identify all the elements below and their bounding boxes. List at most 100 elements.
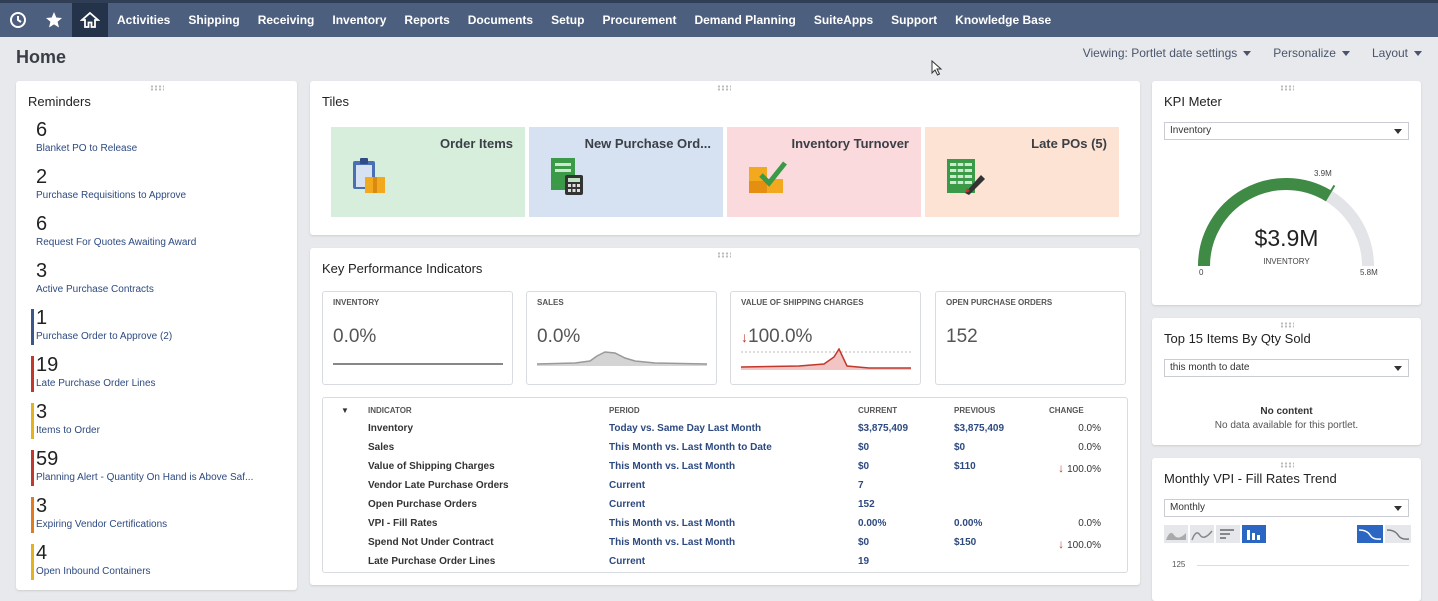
- kpi-card-sales[interactable]: SALES 0.0%: [526, 291, 717, 385]
- tiles-portlet: Tiles Order Items New Purchase Ord... In…: [310, 81, 1140, 235]
- reminder-count[interactable]: 3: [36, 495, 48, 517]
- recent-icon[interactable]: [0, 3, 36, 37]
- current-cell[interactable]: $0: [858, 537, 870, 548]
- kpi-card-open-purchase-orders[interactable]: OPEN PURCHASE ORDERS 152: [935, 291, 1126, 385]
- tile-new-purchase-order[interactable]: New Purchase Ord...: [529, 127, 723, 217]
- nav-item-procurement[interactable]: Procurement: [602, 13, 677, 27]
- reminder-item[interactable]: 3 Expiring Vendor Certifications: [31, 495, 168, 535]
- previous-cell[interactable]: $150: [954, 537, 977, 548]
- drag-handle[interactable]: [150, 85, 164, 91]
- nav-item-reports[interactable]: Reports: [404, 13, 450, 27]
- current-cell[interactable]: 0.00%: [858, 518, 887, 529]
- nav-item-knowledge-base[interactable]: Knowledge Base: [955, 13, 1052, 27]
- table-row: Open Purchase Orders Current 152: [323, 496, 1127, 515]
- reminder-label[interactable]: Purchase Order to Approve (2): [36, 331, 173, 342]
- table-row: Inventory Today vs. Same Day Last Month $3…: [323, 420, 1127, 439]
- tile-order-items[interactable]: Order Items: [331, 127, 525, 217]
- layout-menu[interactable]: Layout: [1372, 46, 1422, 60]
- column-chart-icon[interactable]: [1242, 525, 1266, 543]
- reminder-count[interactable]: 19: [36, 354, 59, 376]
- previous-cell[interactable]: $110: [954, 461, 976, 472]
- reminder-label[interactable]: Planning Alert - Quantity On Hand is Abo…: [36, 472, 254, 483]
- top-items-select[interactable]: this month to date: [1164, 359, 1409, 377]
- drag-handle[interactable]: [1280, 462, 1294, 468]
- reminder-count[interactable]: 2: [36, 166, 48, 188]
- vpi-select[interactable]: Monthly: [1164, 499, 1409, 517]
- gauge-sublabel: INVENTORY: [1263, 257, 1310, 266]
- nav-item-activities[interactable]: Activities: [117, 13, 171, 27]
- kpi-card-inventory[interactable]: INVENTORY 0.0%: [322, 291, 513, 385]
- reminder-item[interactable]: 3 Active Purchase Contracts: [36, 260, 154, 300]
- gridline: [1197, 565, 1409, 566]
- kpi-meter-select[interactable]: Inventory: [1164, 122, 1409, 140]
- drag-handle[interactable]: [717, 85, 731, 91]
- reminder-count[interactable]: 1: [36, 307, 48, 329]
- kpi-card-value-wrap: ↓100.0%: [741, 326, 812, 348]
- current-cell[interactable]: 152: [858, 499, 875, 510]
- reminder-count[interactable]: 6: [36, 119, 48, 141]
- reminder-item[interactable]: 1 Purchase Order to Approve (2): [31, 307, 173, 347]
- bar-horizontal-icon[interactable]: [1216, 525, 1240, 543]
- current-cell[interactable]: 7: [858, 480, 864, 491]
- nav-item-receiving[interactable]: Receiving: [257, 13, 315, 27]
- table-row: Vendor Late Purchase Orders Current 7: [323, 477, 1127, 496]
- chevron-down-icon: [1394, 129, 1402, 134]
- collapse-triangle-icon[interactable]: ▼: [341, 406, 349, 415]
- reminder-item[interactable]: 6 Request For Quotes Awaiting Award: [36, 213, 196, 253]
- reminder-label[interactable]: Open Inbound Containers: [36, 566, 151, 577]
- drag-handle[interactable]: [1280, 322, 1294, 328]
- area-chart-icon[interactable]: [1164, 525, 1188, 543]
- line-chart-icon[interactable]: [1190, 525, 1214, 543]
- nav-item-documents[interactable]: Documents: [467, 13, 534, 27]
- indicator-cell: Sales: [368, 442, 395, 453]
- reminder-label[interactable]: Blanket PO to Release: [36, 143, 138, 154]
- reminder-count[interactable]: 4: [36, 542, 48, 564]
- table-row: Sales This Month vs. Last Month to Date $0…: [323, 439, 1127, 458]
- tile-inventory-turnover[interactable]: Inventory Turnover: [727, 127, 921, 217]
- kpi-card-shipping-charges[interactable]: VALUE OF SHIPPING CHARGES ↓100.0%: [730, 291, 921, 385]
- reminder-item[interactable]: 6 Blanket PO to Release: [36, 119, 137, 159]
- current-cell[interactable]: $0: [858, 442, 870, 453]
- reminder-count[interactable]: 6: [36, 213, 48, 235]
- previous-cell[interactable]: $3,875,409: [954, 423, 1005, 434]
- current-cell[interactable]: $3,875,409: [858, 423, 909, 434]
- reminder-label[interactable]: Request For Quotes Awaiting Award: [36, 237, 197, 248]
- reminder-label[interactable]: Late Purchase Order Lines: [36, 378, 156, 389]
- reminder-label[interactable]: Items to Order: [36, 425, 100, 436]
- curve-icon[interactable]: [1385, 525, 1411, 543]
- drag-handle[interactable]: [1280, 85, 1294, 91]
- reminder-color-bar: [31, 403, 34, 439]
- curve-selected-icon[interactable]: [1357, 525, 1383, 543]
- reminder-item[interactable]: 2 Purchase Requisitions to Approve: [36, 166, 186, 206]
- reminder-item[interactable]: 4 Open Inbound Containers: [31, 542, 151, 582]
- reminder-item[interactable]: 59 Planning Alert - Quantity On Hand is A…: [31, 448, 254, 488]
- tiles-title: Tiles: [322, 94, 349, 109]
- change-cell: ↓ 100.0%: [1035, 461, 1101, 475]
- nav-item-setup[interactable]: Setup: [551, 13, 585, 27]
- personalize-menu[interactable]: Personalize: [1273, 46, 1350, 60]
- current-cell[interactable]: 19: [858, 556, 870, 567]
- current-cell[interactable]: $0: [858, 461, 870, 472]
- drag-handle[interactable]: [717, 252, 731, 258]
- nav-item-shipping[interactable]: Shipping: [188, 13, 240, 27]
- reminder-count[interactable]: 3: [36, 260, 48, 282]
- home-icon[interactable]: [72, 3, 108, 37]
- reminder-label[interactable]: Expiring Vendor Certifications: [36, 519, 168, 530]
- reminder-item[interactable]: 3 Items to Order: [31, 401, 100, 441]
- reminder-item[interactable]: 19 Late Purchase Order Lines: [31, 354, 156, 394]
- nav-item-support[interactable]: Support: [891, 13, 938, 27]
- star-icon[interactable]: [36, 3, 72, 37]
- reminder-count[interactable]: 3: [36, 401, 48, 423]
- nav-item-suiteapps[interactable]: SuiteApps: [813, 13, 874, 27]
- change-cell: 0.0%: [1035, 442, 1101, 453]
- previous-cell[interactable]: $0: [954, 442, 966, 453]
- nav-item-inventory[interactable]: Inventory: [332, 13, 387, 27]
- reminder-count[interactable]: 59: [36, 448, 59, 470]
- nav-item-demand-planning[interactable]: Demand Planning: [694, 13, 796, 27]
- change-value: 0.0%: [1078, 518, 1101, 529]
- previous-cell[interactable]: 0.00%: [954, 518, 983, 529]
- tile-late-pos[interactable]: Late POs (5): [925, 127, 1119, 217]
- reminder-label[interactable]: Active Purchase Contracts: [36, 284, 154, 295]
- reminder-label[interactable]: Purchase Requisitions to Approve: [36, 190, 187, 201]
- portlet-date-settings-menu[interactable]: Viewing: Portlet date settings: [1083, 46, 1252, 60]
